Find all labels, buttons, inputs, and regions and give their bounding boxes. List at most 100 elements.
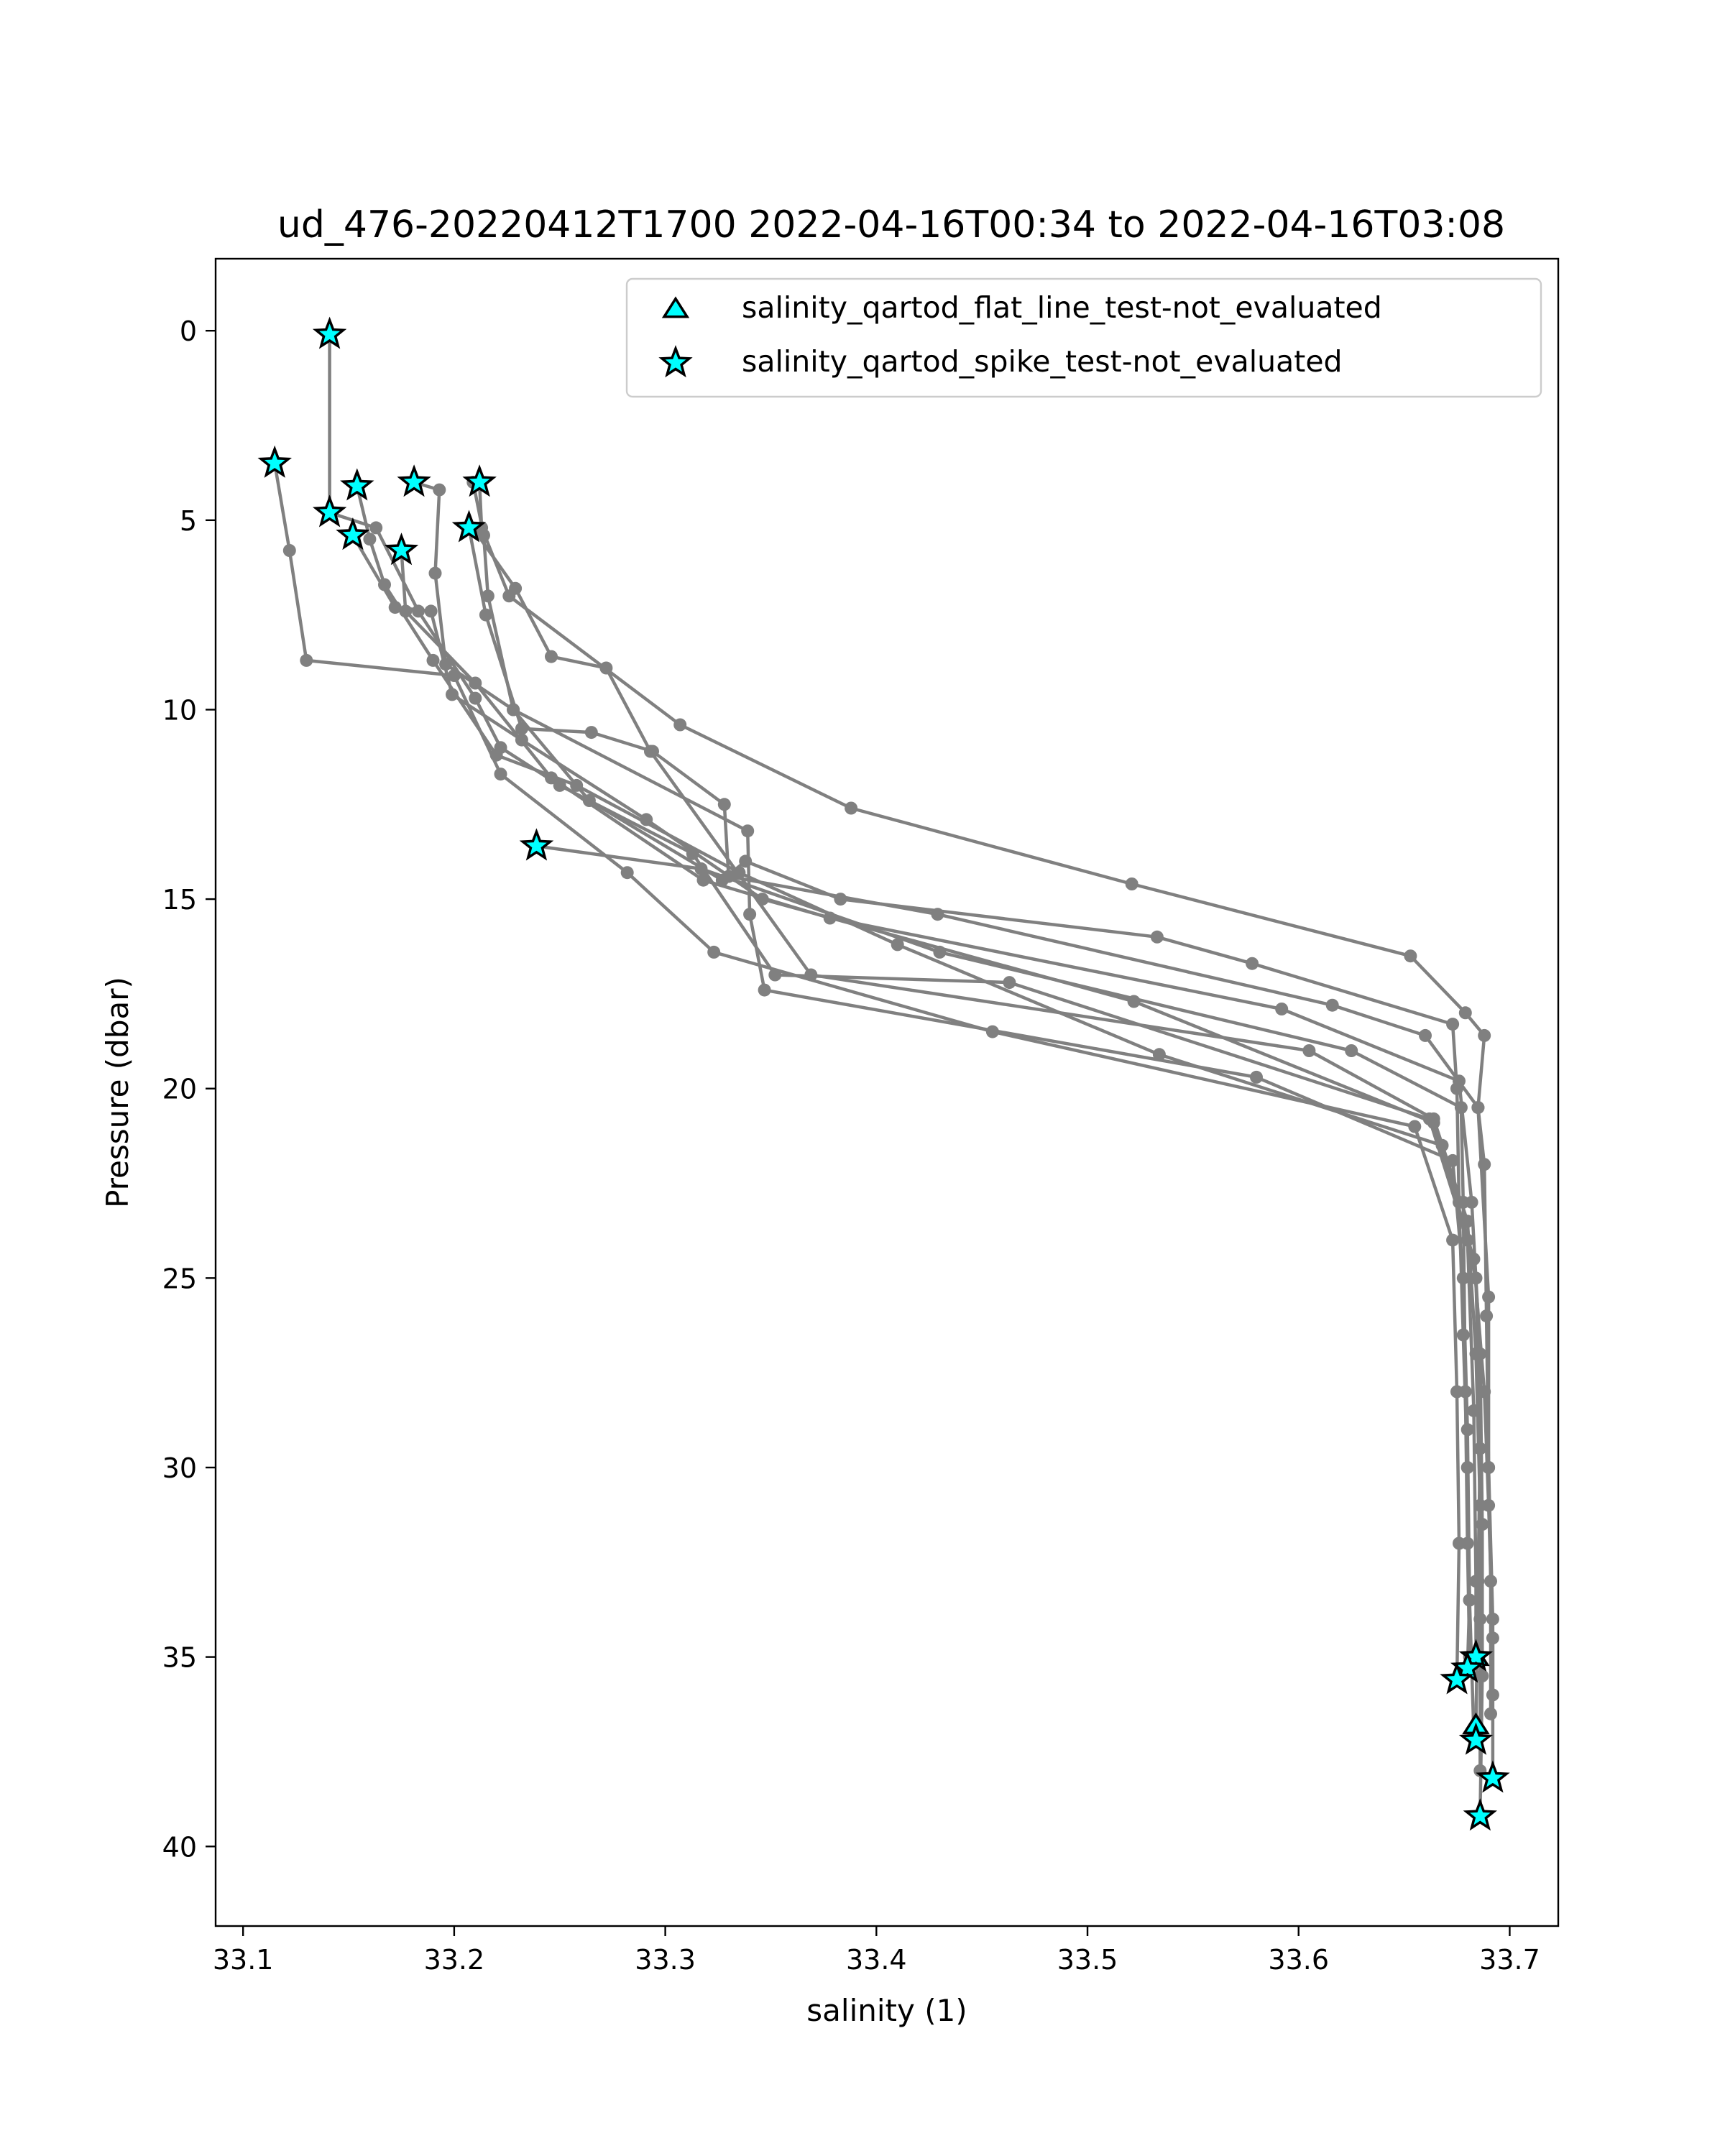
- profile-point-7-13: [1486, 1612, 1499, 1626]
- profile-point-9-6: [1404, 949, 1417, 963]
- profile-point-7-14: [1486, 1688, 1499, 1702]
- profile-point-6-6: [739, 854, 753, 868]
- profile-point-7-1: [479, 608, 492, 622]
- profile-point-4-3: [545, 771, 558, 785]
- spike-marker-12: [1440, 1662, 1474, 1695]
- x-tick-label-6: 33.7: [1479, 1944, 1540, 1976]
- profile-point-8-5: [804, 968, 818, 982]
- legend-box: [625, 277, 1542, 398]
- profile-point-1-8: [1408, 1120, 1422, 1133]
- x-tick-label-2: 33.3: [635, 1944, 696, 1976]
- y-tick-label-6: 30: [162, 1452, 197, 1484]
- profile-point-5-6: [743, 908, 757, 921]
- profile-point-1-6: [707, 945, 721, 959]
- profile-point-2-7: [891, 938, 904, 952]
- profile-point-2-3: [426, 653, 440, 667]
- profile-point-10-2: [933, 945, 947, 959]
- profile-point-5-7: [758, 983, 771, 997]
- legend-star-shape: [658, 345, 693, 378]
- profile-point-8-11: [1473, 1612, 1487, 1626]
- spike-marker-1: [257, 445, 292, 478]
- x-axis-label: salinity (1): [806, 1993, 967, 2028]
- profile-point-4-11: [1476, 1669, 1489, 1682]
- spike-marker-7: [451, 510, 487, 543]
- legend-star-marker: [658, 345, 693, 378]
- profile-point-9-13: [1484, 1575, 1497, 1588]
- profile-point-8-9: [1469, 1347, 1483, 1360]
- y-tick-label-1: 5: [180, 505, 197, 537]
- spike-marker-6: [336, 517, 370, 550]
- spike-marker-4: [462, 464, 497, 497]
- profile-point-7-5: [717, 798, 731, 811]
- profile-point-7-8: [1325, 998, 1339, 1012]
- profile-point-10-5: [1456, 1195, 1470, 1209]
- spike-marker-9: [519, 828, 554, 861]
- y-tick-label-7: 35: [162, 1642, 197, 1674]
- profile-point-9-5: [1125, 877, 1138, 890]
- profile-point-9-2: [502, 589, 516, 603]
- profile-point-3-2: [424, 604, 438, 618]
- spike-marker-13: [1458, 1722, 1494, 1755]
- x-tick-label-4: 33.5: [1057, 1944, 1118, 1976]
- profile-point-9-10: [1478, 1158, 1491, 1171]
- profile-point-1-5: [620, 866, 634, 880]
- profile-point-8-2: [545, 650, 558, 663]
- profile-point-2-4: [489, 748, 503, 762]
- profile-point-6-2: [481, 589, 494, 603]
- profile-point-6-4: [582, 794, 596, 807]
- profile-point-1-2: [300, 653, 313, 667]
- profile-point-9-3: [673, 718, 687, 732]
- chart-title: ud_476-20220412T1700 2022-04-16T00:34 to…: [277, 203, 1505, 247]
- profile-point-9-9: [1471, 1101, 1485, 1115]
- profile-point-10-4: [1454, 1101, 1468, 1115]
- legend: salinity_qartod_flat_line_test-not_evalu…: [625, 277, 1542, 398]
- marker-layer: [257, 316, 1510, 1831]
- profile-point-10-3: [1345, 1044, 1358, 1057]
- profile-point-6-10: [1446, 1018, 1460, 1031]
- profile-point-5-2: [428, 566, 442, 580]
- profile-point-7-9: [1419, 1028, 1432, 1042]
- legend-triangle-shape: [661, 296, 690, 318]
- profile-point-0-4: [469, 691, 482, 705]
- profile-point-6-9: [1246, 957, 1259, 970]
- y-tick-label-5: 25: [162, 1263, 197, 1294]
- legend-label-flat-line: salinity_qartod_flat_line_test-not_evalu…: [742, 290, 1382, 325]
- legend-label-spike: salinity_qartod_spike_test-not_evaluated: [742, 344, 1343, 379]
- legend-triangle-marker: [661, 296, 690, 318]
- y-tick-label-8: 40: [162, 1831, 197, 1863]
- spike-marker-14: [1476, 1760, 1510, 1793]
- spike-marker-2: [340, 468, 374, 501]
- y-tick-label-0: 0: [180, 315, 197, 347]
- profile-point-2-8: [1152, 1048, 1166, 1061]
- y-tick-label-2: 10: [162, 694, 197, 726]
- profile-point-8-4: [644, 745, 657, 758]
- profile-point-10-1: [694, 862, 708, 875]
- profile-point-10-7: [1460, 1537, 1474, 1550]
- profile-point-3-1: [388, 601, 402, 614]
- profile-point-5-1: [433, 483, 446, 497]
- spike-marker-15: [1463, 1798, 1497, 1831]
- x-tick-label-0: 33.1: [213, 1944, 274, 1976]
- x-tick-label-5: 33.6: [1268, 1944, 1329, 1976]
- profile-point-9-12: [1482, 1461, 1496, 1474]
- y-axis-ticks: 0 5 10 15 20 25 30 35 40: [162, 315, 216, 1863]
- profile-point-1-9: [1446, 1233, 1460, 1247]
- profile-point-0-9: [1003, 976, 1016, 990]
- profile-point-8-7: [1427, 1112, 1440, 1125]
- profile-point-8-10: [1473, 1498, 1487, 1512]
- profile-point-9-7: [1458, 1006, 1472, 1020]
- profile-point-9-11: [1480, 1309, 1494, 1323]
- profile-point-4-4: [696, 873, 710, 887]
- profile-point-2-1: [363, 533, 377, 546]
- profile-point-4-1: [399, 604, 413, 618]
- x-tick-label-3: 33.4: [846, 1944, 907, 1976]
- profile-point-1-1: [282, 544, 296, 557]
- profile-point-7-7: [931, 908, 944, 921]
- spike-marker-0: [312, 316, 347, 349]
- profile-point-8-6: [1302, 1044, 1316, 1057]
- profile-point-1-4: [494, 768, 507, 781]
- profile-point-5-3: [439, 658, 453, 671]
- profile-point-5-8: [1250, 1070, 1263, 1084]
- profile-point-6-8: [1150, 930, 1164, 944]
